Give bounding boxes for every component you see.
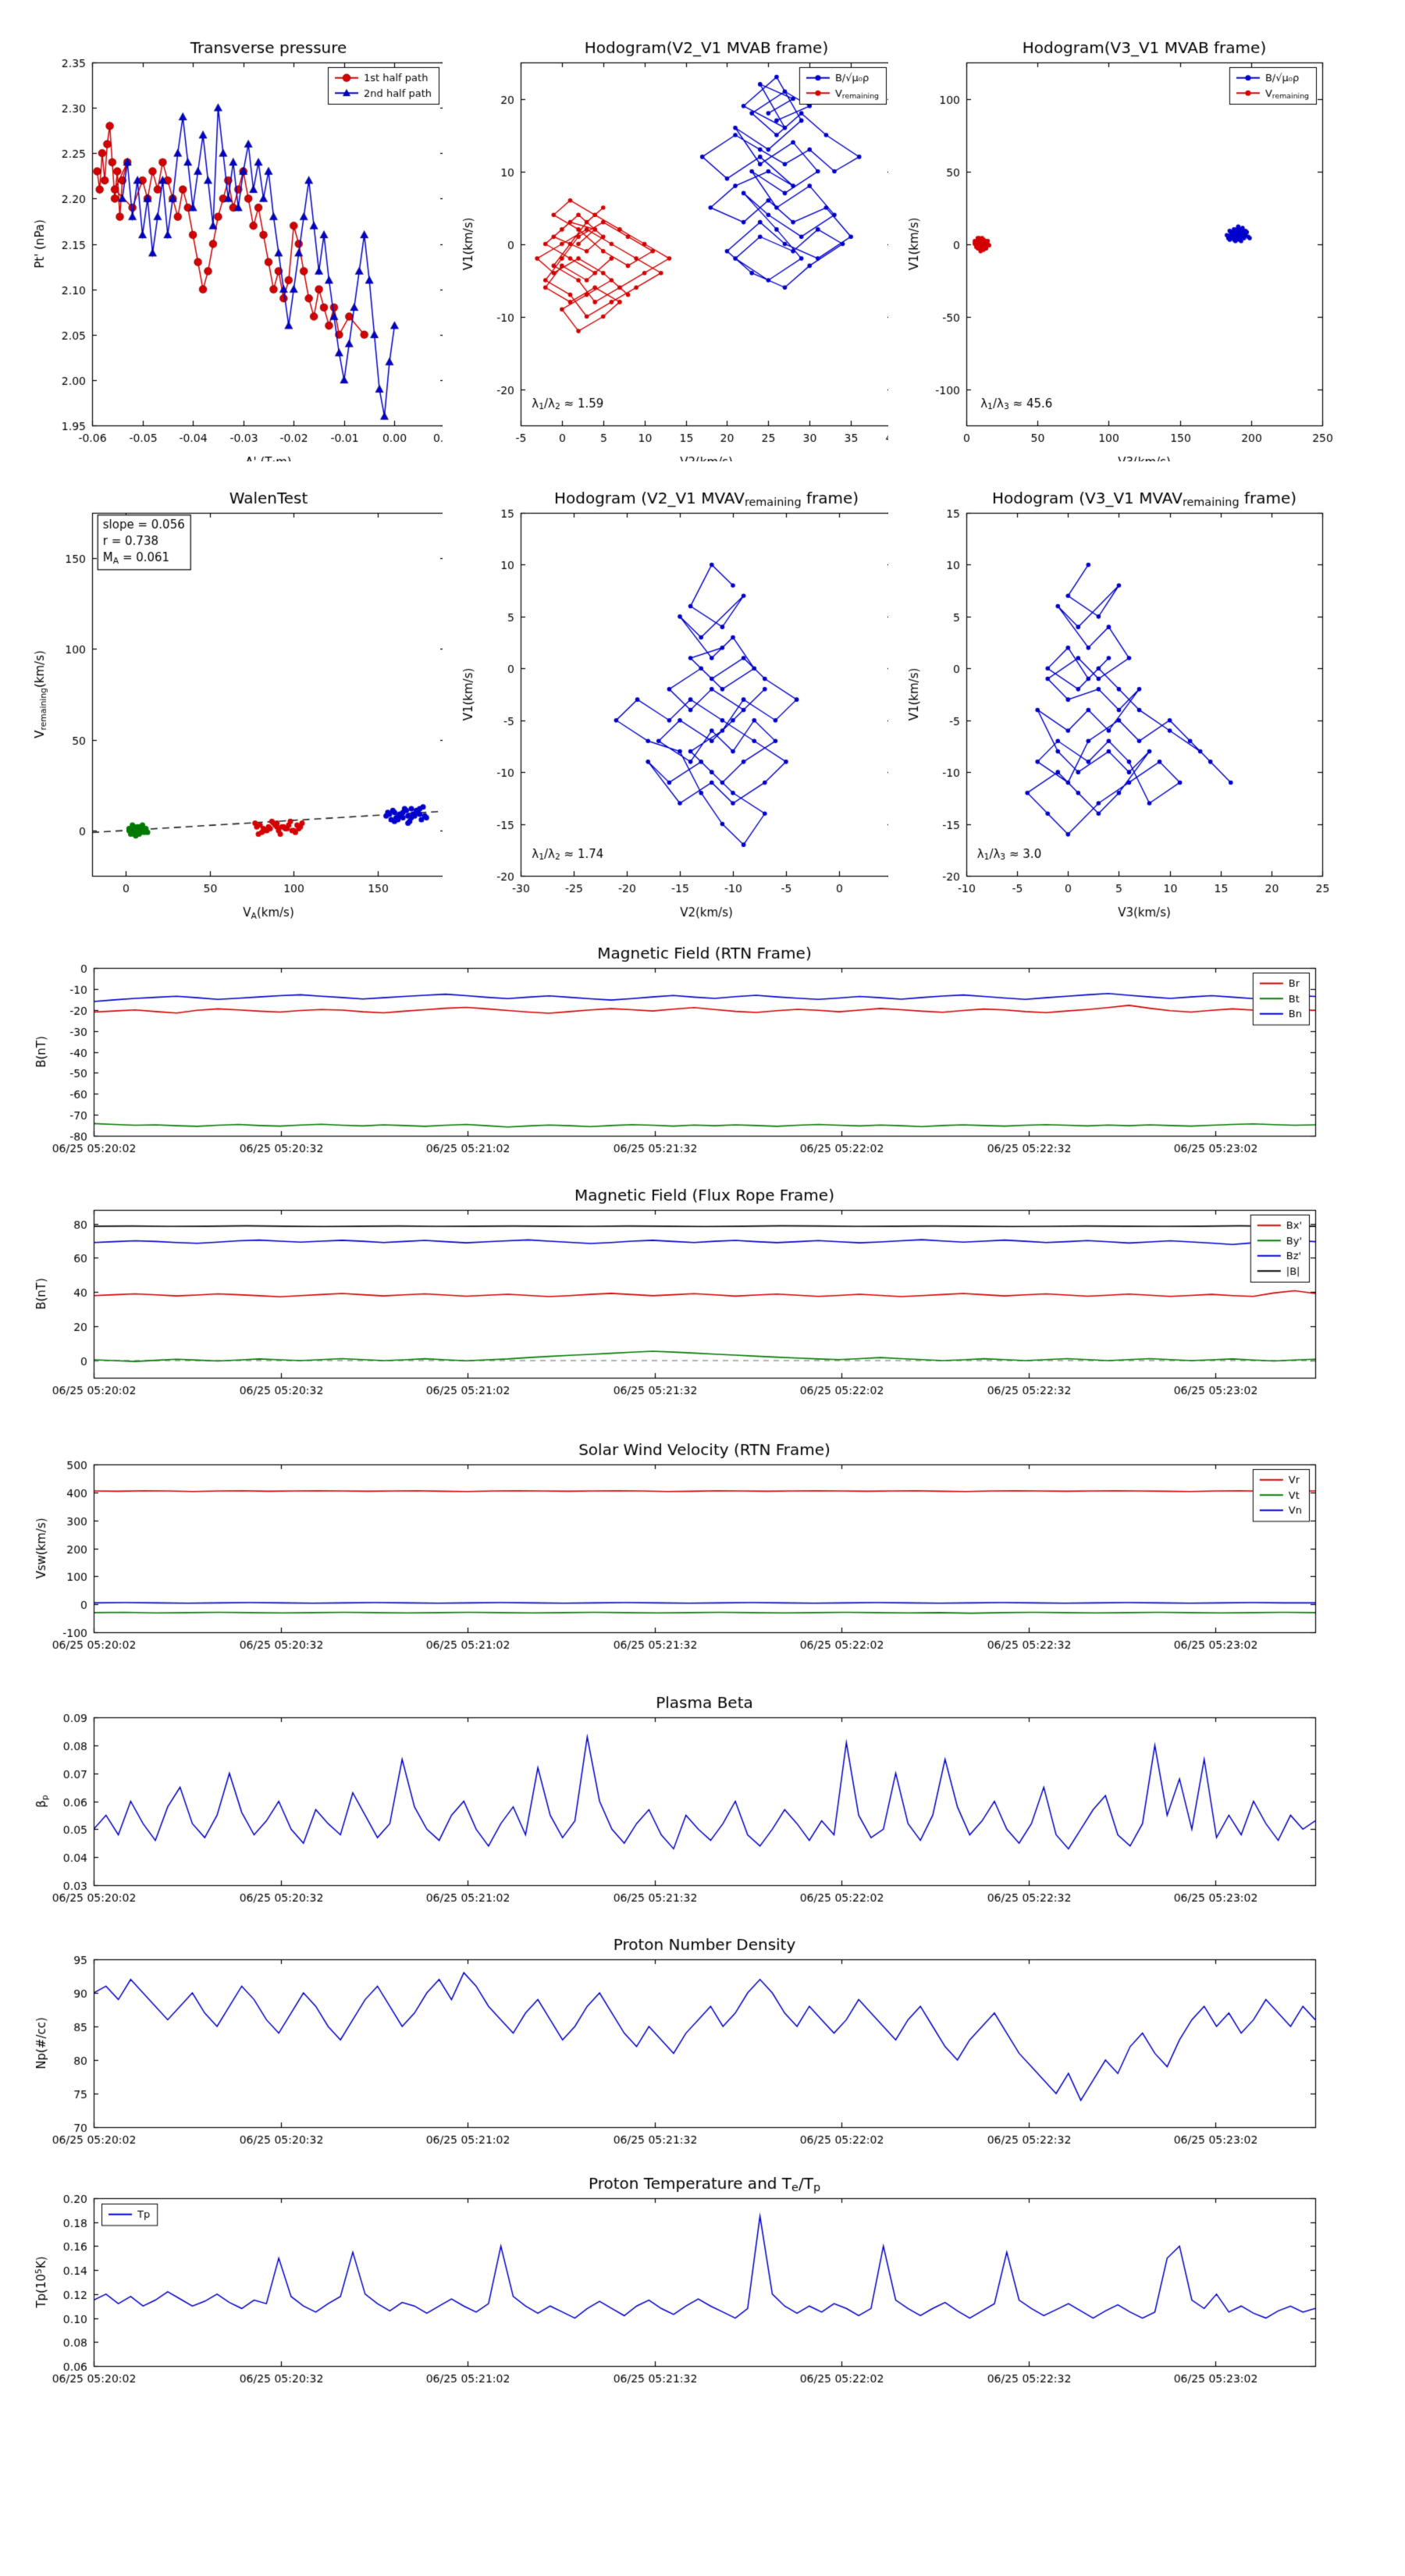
hodogram-v3v1-mvav-canvas bbox=[888, 461, 1396, 930]
magnetic-field-flux-rope-canvas bbox=[16, 1163, 1397, 1401]
plasma-beta-panel bbox=[16, 1670, 1397, 1909]
hodogram-v3v1-mvav-chart bbox=[888, 461, 1396, 930]
magnetic-field-rtn-canvas bbox=[16, 921, 1397, 1159]
hodogram-v3v1-mvab-canvas bbox=[888, 11, 1396, 479]
solar-wind-velocity-panel bbox=[16, 1418, 1397, 1656]
proton-density-panel bbox=[16, 1912, 1397, 2151]
solar-wind-velocity-canvas bbox=[16, 1418, 1397, 1656]
transverse-pressure-canvas bbox=[14, 11, 492, 479]
proton-temperature-canvas bbox=[16, 2151, 1397, 2389]
magnetic-field-flux-rope-panel bbox=[16, 1163, 1397, 1401]
magnetic-field-rtn-panel bbox=[16, 921, 1397, 1159]
transverse-pressure-chart bbox=[14, 11, 492, 479]
hodogram-v2v1-mvab-canvas bbox=[443, 11, 920, 479]
walen-test-canvas bbox=[14, 461, 492, 930]
hodogram-v2v1-mvab-chart bbox=[443, 11, 920, 479]
plasma-beta-canvas bbox=[16, 1670, 1397, 1909]
proton-density-canvas bbox=[16, 1912, 1397, 2151]
hodogram-v3v1-mvab-chart bbox=[888, 11, 1396, 479]
proton-temperature-panel bbox=[16, 2151, 1397, 2389]
hodogram-v2v1-mvav-canvas bbox=[443, 461, 920, 930]
hodogram-v2v1-mvav-chart bbox=[443, 461, 920, 930]
walen-test-chart bbox=[14, 461, 492, 930]
